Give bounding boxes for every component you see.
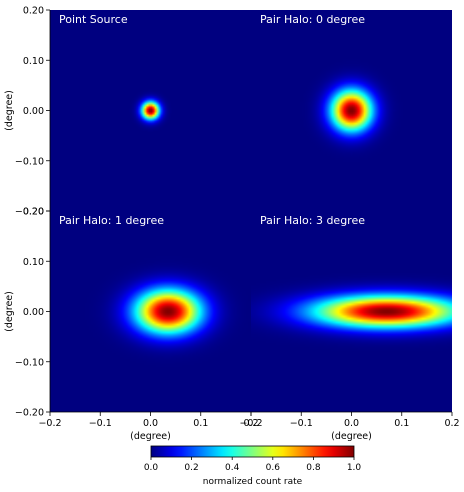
colorbar [150, 445, 355, 458]
panel-title-3: Pair Halo: 1 degree [59, 214, 164, 227]
y-tick-label: 0.20 [23, 207, 44, 218]
panel-title-4: Pair Halo: 3 degree [260, 214, 365, 227]
x-tick-label: 0.1 [394, 418, 409, 429]
y-tick-label: −0.20 [15, 408, 44, 419]
x-tick-label: 0.1 [193, 418, 208, 429]
heatmap-panel-1 [50, 10, 251, 211]
y-tick-label: 0.10 [23, 257, 44, 268]
colorbar-tick-label: 0.0 [144, 463, 159, 473]
panel-title-1: Point Source [59, 13, 128, 26]
x-tick-label: 0.0 [344, 418, 359, 429]
x-tick-label: 0.0 [143, 418, 158, 429]
x-tick-label: −0.2 [239, 418, 262, 429]
colorbar-tick-label: 0.4 [225, 463, 240, 473]
heatmap-panel-4 [251, 211, 452, 412]
y-tick-label: −0.10 [15, 156, 44, 167]
x-tick-label: −0.1 [290, 418, 313, 429]
y-axis-title: (degree) [4, 90, 15, 131]
y-tick-label: 0.20 [23, 6, 44, 17]
panel-title-2: Pair Halo: 0 degree [260, 13, 365, 26]
y-tick-label: −0.20 [15, 207, 44, 218]
x-tick-label: −0.1 [89, 418, 112, 429]
y-axis-title: (degree) [4, 291, 15, 332]
colorbar-group: 0.0 0.2 0.4 0.6 0.8 1.0 normalized count rate [144, 445, 362, 487]
colorbar-tick-label: 0.8 [306, 463, 321, 473]
heatmap-panel-3 [50, 211, 251, 412]
heatmap-panel-2 [251, 10, 452, 211]
y-tick-label: 0.10 [23, 56, 44, 67]
x-tick-label: 0.2 [444, 418, 459, 429]
x-axis-title: (degree) [331, 431, 372, 442]
colorbar-label: normalized count rate [203, 477, 303, 487]
panels-group: Point Source Pair Halo: 0 degree Pair Halo… [50, 10, 452, 412]
y-tick-label: 0.00 [23, 106, 44, 117]
colorbar-tick-label: 0.6 [266, 463, 281, 473]
x-tick-label: 0.2 [243, 418, 258, 429]
colorbar-tick-label: 0.2 [184, 463, 198, 473]
x-tick-label: −0.2 [38, 418, 61, 429]
colorbar-tick-label: 1.0 [347, 463, 362, 473]
axes-group: 0.20 0.10 0.00 −0.10 −0.20 (degree) 0.20 0.10 0.… [4, 6, 460, 443]
y-tick-label: 0.00 [23, 307, 44, 318]
y-tick-label: −0.10 [15, 357, 44, 368]
x-axis-title: (degree) [130, 431, 171, 442]
